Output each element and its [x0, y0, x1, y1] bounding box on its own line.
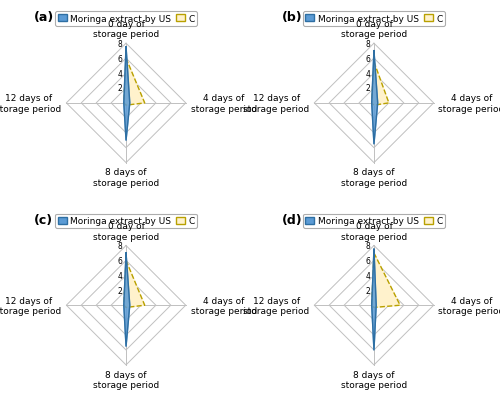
Text: 0 day of
storage period: 0 day of storage period [341, 222, 407, 241]
Text: 6: 6 [366, 55, 370, 64]
Polygon shape [124, 261, 144, 308]
Text: 2: 2 [118, 286, 122, 295]
Polygon shape [124, 48, 130, 141]
Text: 12 days of
storage period: 12 days of storage period [243, 94, 310, 113]
Text: 0 day of
storage period: 0 day of storage period [93, 20, 159, 39]
Text: (b): (b) [282, 11, 302, 24]
Text: (a): (a) [34, 11, 54, 24]
Text: 4: 4 [366, 69, 370, 78]
Text: 2: 2 [366, 286, 370, 295]
Polygon shape [372, 51, 378, 145]
Text: (c): (c) [34, 213, 52, 226]
Legend: Moringa extract by US, C: Moringa extract by US, C [302, 214, 445, 228]
Text: 8: 8 [366, 241, 370, 250]
Text: 4 days of
storage period: 4 days of storage period [190, 94, 257, 113]
Text: 12 days of
storage period: 12 days of storage period [0, 296, 62, 315]
Text: 12 days of
storage period: 12 days of storage period [0, 94, 62, 113]
Text: 6: 6 [118, 256, 122, 265]
Text: 8 days of
storage period: 8 days of storage period [341, 168, 407, 187]
Text: 2: 2 [366, 84, 370, 93]
Text: 2: 2 [118, 84, 122, 93]
Text: 8: 8 [118, 241, 122, 250]
Text: 4: 4 [118, 271, 122, 280]
Text: 0 day of
storage period: 0 day of storage period [93, 222, 159, 241]
Text: 4: 4 [118, 69, 122, 78]
Text: 4 days of
storage period: 4 days of storage period [438, 296, 500, 315]
Polygon shape [372, 249, 376, 350]
Text: 6: 6 [118, 55, 122, 64]
Text: 8 days of
storage period: 8 days of storage period [93, 370, 159, 389]
Text: 6: 6 [366, 256, 370, 265]
Text: 8: 8 [366, 40, 370, 49]
Text: 0 day of
storage period: 0 day of storage period [341, 20, 407, 39]
Polygon shape [372, 254, 400, 308]
Polygon shape [124, 254, 130, 346]
Text: 4 days of
storage period: 4 days of storage period [438, 94, 500, 113]
Polygon shape [124, 59, 144, 106]
Text: 4 days of
storage period: 4 days of storage period [190, 296, 257, 315]
Text: 8 days of
storage period: 8 days of storage period [341, 370, 407, 389]
Legend: Moringa extract by US, C: Moringa extract by US, C [302, 12, 445, 27]
Text: 8: 8 [118, 40, 122, 49]
Legend: Moringa extract by US, C: Moringa extract by US, C [55, 214, 198, 228]
Text: 12 days of
storage period: 12 days of storage period [243, 296, 310, 315]
Polygon shape [372, 63, 389, 106]
Legend: Moringa extract by US, C: Moringa extract by US, C [55, 12, 198, 27]
Text: 8 days of
storage period: 8 days of storage period [93, 168, 159, 187]
Text: (d): (d) [282, 213, 302, 226]
Text: 4: 4 [366, 271, 370, 280]
